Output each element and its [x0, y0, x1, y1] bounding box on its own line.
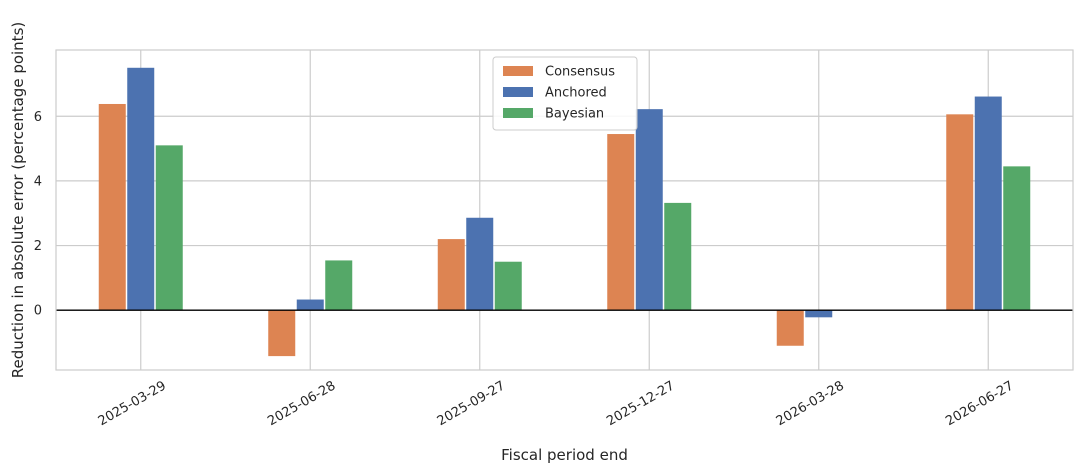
bar-anchored-2025-09-27: [466, 217, 494, 311]
x-tick-label: 2025-12-27: [604, 378, 677, 429]
bar-bayesian-2025-06-28: [325, 260, 353, 311]
bar-consensus-2025-12-27: [607, 134, 635, 311]
legend: Consensus Anchored Bayesian: [492, 56, 638, 131]
legend-swatch-anchored: [503, 87, 533, 97]
x-tick-label: 2026-06-27: [943, 378, 1016, 429]
bar-consensus-2025-03-29: [98, 103, 126, 311]
bar-bayesian-2025-09-27: [494, 261, 522, 311]
x-tick-label: 2025-06-28: [265, 378, 338, 429]
legend-label-anchored: Anchored: [545, 86, 607, 101]
bar-bayesian-2026-06-27: [1003, 166, 1031, 311]
y-axis-label: Reduction in absolute error (percentage …: [9, 22, 27, 378]
y-tick-labels: 0 2 4 6: [34, 110, 42, 319]
x-tick-labels: 2025-03-29 2025-06-28 2025-09-27 2025-12-27…: [96, 378, 1016, 429]
bar-consensus-2025-09-27: [437, 239, 465, 311]
y-tick-label: 0: [34, 304, 42, 319]
plot-frame: [55, 49, 1074, 371]
x-tick-label: 2025-09-27: [435, 378, 508, 429]
bar-consensus-2026-06-27: [946, 114, 974, 311]
bar-consensus-2026-03-28: [776, 310, 804, 346]
legend-label-bayesian: Bayesian: [545, 107, 604, 122]
bar-anchored-2026-06-27: [974, 96, 1002, 311]
y-tick-label: 4: [34, 174, 42, 189]
bar-anchored-2025-06-28: [296, 299, 324, 311]
legend-swatch-bayesian: [503, 108, 533, 118]
legend-swatch-consensus: [503, 66, 533, 76]
bar-anchored-2025-12-27: [635, 109, 663, 311]
y-tick-label: 2: [34, 239, 42, 254]
x-tick-label: 2026-03-28: [774, 378, 847, 429]
x-tick-label: 2025-03-29: [96, 378, 169, 429]
bar-anchored-2026-03-28: [805, 310, 833, 318]
bar-consensus-2025-06-28: [268, 310, 296, 357]
bars: [98, 67, 1031, 357]
x-axis-label: Fiscal period end: [501, 446, 628, 464]
y-tick-label: 6: [34, 110, 42, 125]
legend-label-consensus: Consensus: [545, 65, 615, 80]
bar-bayesian-2025-03-29: [155, 145, 183, 311]
bar-anchored-2025-03-29: [127, 67, 155, 311]
bar-bayesian-2025-12-27: [664, 202, 692, 311]
